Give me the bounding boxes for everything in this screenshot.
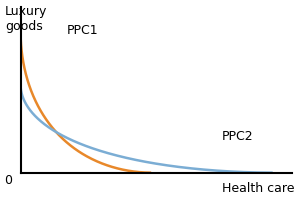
Text: Health care: Health care (222, 182, 295, 195)
Text: PPC2: PPC2 (221, 130, 253, 143)
Text: 0: 0 (4, 174, 12, 187)
Text: Luxury
goods: Luxury goods (5, 5, 47, 33)
Text: PPC1: PPC1 (67, 24, 98, 37)
